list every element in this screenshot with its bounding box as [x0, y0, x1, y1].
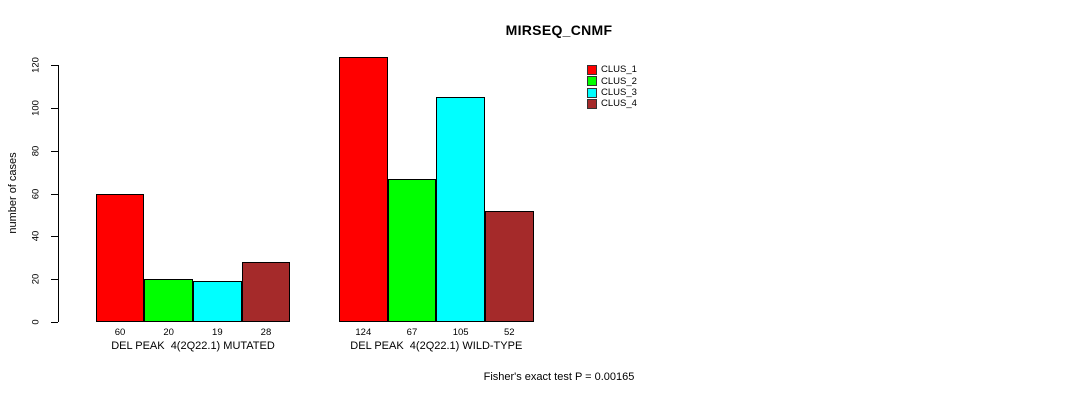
bar — [193, 281, 242, 322]
y-axis-tick — [51, 236, 58, 238]
bar-value-label: 60 — [114, 327, 126, 338]
y-axis-line — [58, 65, 59, 322]
legend-item: CLUS_4 — [587, 98, 637, 109]
legend-item: CLUS_3 — [587, 87, 637, 98]
bar — [241, 262, 291, 322]
bar — [339, 56, 388, 322]
legend-label: CLUS_3 — [601, 86, 637, 98]
bar-value-label: 124 — [355, 327, 372, 338]
annotation-text: Fisher's exact test P = 0.00165 — [483, 371, 635, 383]
bar-value-label: 52 — [503, 327, 515, 338]
y-axis-tick-label: 60 — [30, 188, 42, 199]
y-axis-tick — [51, 65, 58, 67]
y-axis-tick-label: 120 — [30, 57, 42, 74]
y-axis-tick — [51, 322, 58, 323]
bar — [144, 279, 193, 322]
x-group-label: DEL PEAK 4(2Q22.1) WILD-TYPE — [350, 340, 523, 352]
bar-value-label: 19 — [212, 327, 223, 338]
bar-value-label: 20 — [163, 327, 174, 338]
bar — [436, 97, 485, 322]
legend-item: CLUS_2 — [587, 76, 637, 87]
chart-title: MIRSEQ_CNMF — [505, 22, 613, 38]
y-axis-tick-label: 0 — [30, 319, 42, 325]
legend-swatch — [587, 98, 597, 109]
bar-value-label: 67 — [406, 327, 418, 338]
legend-swatch — [587, 87, 597, 98]
y-axis-tick-label: 100 — [30, 100, 42, 117]
y-axis-tick — [51, 279, 58, 281]
bar — [95, 193, 145, 322]
bar-value-label: 28 — [260, 327, 272, 338]
legend-label: CLUS_1 — [601, 64, 637, 76]
legend-item: CLUS_1 — [587, 65, 637, 76]
bar-value-label: 105 — [452, 327, 469, 338]
y-axis-tick — [51, 193, 58, 195]
legend-label: CLUS_2 — [601, 75, 637, 87]
legend-label: CLUS_4 — [601, 98, 637, 110]
y-axis-tick-label: 20 — [30, 273, 42, 285]
y-axis-tick-label: 40 — [30, 231, 42, 242]
y-axis-title: number of cases — [7, 152, 19, 234]
y-axis-tick — [51, 108, 58, 110]
legend-swatch — [587, 65, 597, 75]
y-axis-tick — [51, 150, 58, 152]
legend-swatch — [587, 76, 597, 87]
x-group-label: DEL PEAK 4(2Q22.1) MUTATED — [111, 340, 275, 352]
bar — [387, 178, 437, 322]
y-axis-tick-label: 80 — [30, 145, 42, 157]
bar — [484, 210, 534, 322]
